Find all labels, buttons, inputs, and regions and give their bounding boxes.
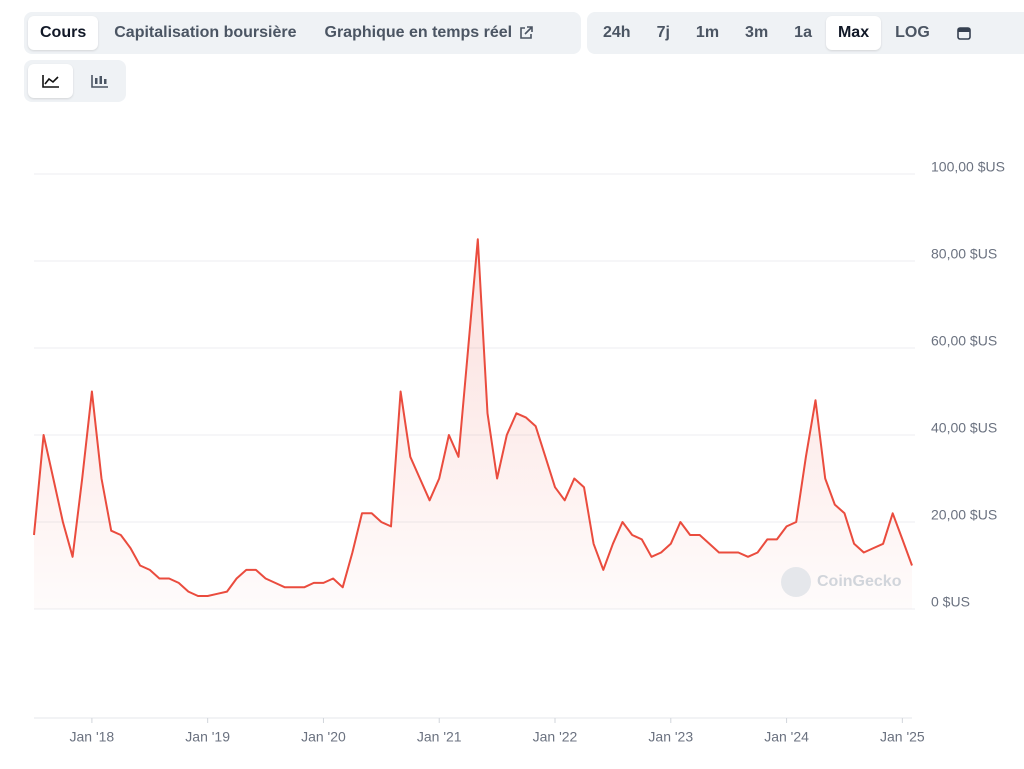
x-tick-label: Jan '18 [70, 729, 115, 745]
calendar-button[interactable] [944, 16, 984, 50]
tab-label: Graphique en temps réel [324, 24, 513, 41]
range-button[interactable]: LOG [895, 24, 930, 41]
tab-label: Cours [40, 24, 87, 41]
line-chart-button[interactable] [28, 64, 73, 98]
x-tick-label: Jan '25 [880, 729, 925, 745]
watermark: CoinGecko [781, 567, 902, 597]
x-tick-label: Jan '21 [417, 729, 462, 745]
y-tick-label: 20,00 $US [931, 507, 997, 523]
price-area [34, 239, 912, 610]
range-button[interactable]: 3m [745, 24, 769, 41]
range-button[interactable]: 24h [603, 24, 631, 41]
range-group: 24h 7j 1m 3m 1a Max LOG [587, 12, 1024, 54]
y-tick-label: 60,00 $US [931, 333, 997, 349]
chart-type-group [24, 60, 126, 102]
candle-icon [90, 75, 108, 88]
x-tick-label: Jan '22 [533, 729, 578, 745]
tab-group: Cours Capitalisation boursière Graphique e… [24, 12, 581, 54]
y-tick-label: 0 $US [931, 594, 970, 610]
price-line [33, 238, 913, 597]
tab[interactable]: Capitalisation boursière [102, 16, 308, 50]
x-tick-label: Jan '19 [185, 729, 230, 745]
y-tick-label: 100,00 $US [931, 159, 1005, 175]
calendar-icon [956, 27, 971, 40]
range-button[interactable]: 1m [695, 24, 720, 41]
x-tick-label: Jan '23 [648, 729, 693, 745]
range-button[interactable]: 1a [794, 24, 812, 41]
watermark-text: CoinGecko [817, 573, 902, 590]
x-tick-label: Jan '20 [301, 729, 346, 745]
watermark-logo [781, 567, 811, 597]
range-button[interactable]: Max [825, 16, 882, 50]
range-button[interactable]: 7j [656, 24, 670, 41]
external-link-icon [520, 26, 533, 39]
tab[interactable]: Graphique en temps réel [313, 16, 547, 50]
candle-chart-button[interactable] [77, 64, 122, 98]
tab[interactable]: Cours [28, 16, 99, 50]
y-tick-label: 40,00 $US [931, 420, 997, 436]
x-tick-label: Jan '24 [764, 729, 809, 745]
tab-label: Capitalisation boursière [114, 24, 297, 41]
y-tick-label: 80,00 $US [931, 246, 997, 262]
line-icon [41, 75, 59, 88]
